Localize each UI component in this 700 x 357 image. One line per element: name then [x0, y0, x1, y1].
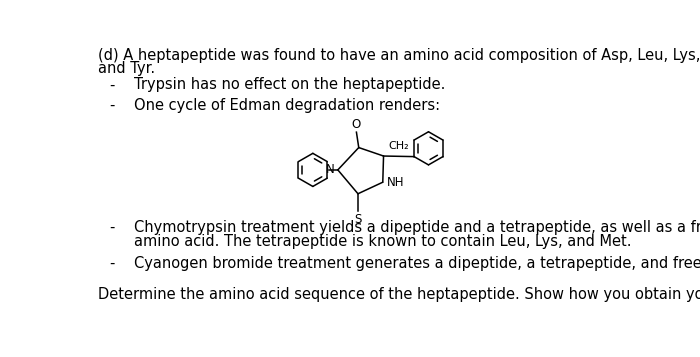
Text: NH: NH [386, 176, 404, 190]
Text: amino acid. The tetrapeptide is known to contain Leu, Lys, and Met.: amino acid. The tetrapeptide is known to… [134, 234, 631, 249]
Text: Cyanogen bromide treatment generates a dipeptide, a tetrapeptide, and free Lys.: Cyanogen bromide treatment generates a d… [134, 256, 700, 271]
Text: and Tyr.: and Tyr. [97, 61, 155, 76]
Text: One cycle of Edman degradation renders:: One cycle of Edman degradation renders: [134, 98, 440, 113]
Text: S: S [354, 213, 362, 226]
Text: CH₂: CH₂ [389, 141, 409, 151]
Text: O: O [352, 119, 361, 131]
Text: N: N [326, 164, 335, 176]
Text: Chymotrypsin treatment yields a dipeptide and a tetrapeptide, as well as a free: Chymotrypsin treatment yields a dipeptid… [134, 220, 700, 235]
Text: -: - [109, 220, 115, 235]
Text: Trypsin has no effect on the heptapeptide.: Trypsin has no effect on the heptapeptid… [134, 77, 445, 92]
Text: (d) A heptapeptide was found to have an amino acid composition of Asp, Leu, Lys,: (d) A heptapeptide was found to have an … [97, 48, 700, 63]
Text: -: - [109, 77, 115, 92]
Text: Determine the amino acid sequence of the heptapeptide. Show how you obtain your : Determine the amino acid sequence of the… [97, 287, 700, 302]
Text: -: - [109, 256, 115, 271]
Text: -: - [109, 98, 115, 113]
